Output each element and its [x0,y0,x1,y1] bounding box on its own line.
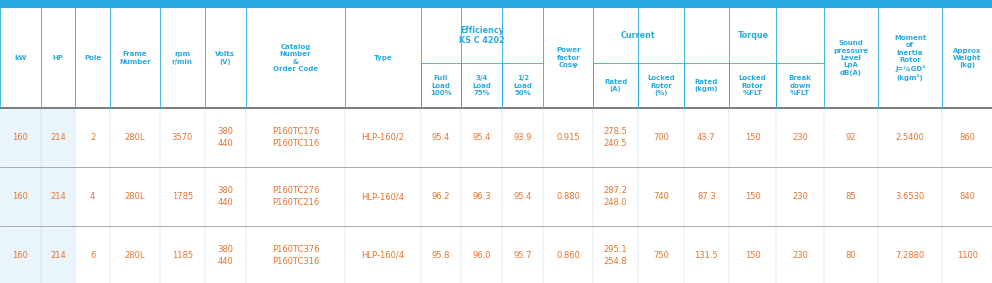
Text: Catalog
Number
&
Order Code: Catalog Number & Order Code [273,44,318,72]
Text: 840: 840 [959,192,975,201]
Text: 3/4
Load
75%: 3/4 Load 75% [472,75,491,96]
Text: HLP-160/4: HLP-160/4 [361,251,405,260]
Text: 230: 230 [793,192,808,201]
Text: Sound
pressure
Level
LpA
dB(A): Sound pressure Level LpA dB(A) [833,40,868,76]
Text: 80: 80 [845,251,856,260]
Text: Power
factor
Cosφ: Power factor Cosφ [556,48,580,68]
Text: 287.2
248.0: 287.2 248.0 [604,186,628,207]
Text: rpm
r/min: rpm r/min [172,51,192,65]
Text: 150: 150 [745,192,761,201]
Text: Rated
(kgm): Rated (kgm) [694,79,718,92]
Text: 160: 160 [13,192,29,201]
Text: Full
Load
100%: Full Load 100% [431,75,452,96]
Bar [0,167,75,226]
Text: 740: 740 [653,192,669,201]
Text: 700: 700 [653,133,669,142]
Text: Current: Current [621,31,656,40]
Text: 3570: 3570 [172,133,192,142]
Text: 96.3: 96.3 [472,192,491,201]
Bar [0,8,992,108]
Text: 860: 860 [959,133,975,142]
Text: 95.4: 95.4 [432,133,450,142]
Text: 96.2: 96.2 [432,192,450,201]
Text: 214: 214 [51,192,66,201]
Text: 6: 6 [90,251,95,260]
Text: 0.880: 0.880 [557,192,580,201]
Text: 1100: 1100 [956,251,978,260]
Text: 131.5: 131.5 [694,251,718,260]
Text: P160TC176
P160TC116: P160TC176 P160TC116 [272,127,319,147]
Text: 150: 150 [745,133,761,142]
Text: 85: 85 [845,192,856,201]
Text: Volts
(V): Volts (V) [215,51,235,65]
Text: 150: 150 [745,251,761,260]
Text: 43.7: 43.7 [697,133,715,142]
Text: 2.5400: 2.5400 [896,133,925,142]
Bar [0,226,75,283]
Text: P160TC276
P160TC216: P160TC276 P160TC216 [272,186,319,207]
Text: HLP-160/4: HLP-160/4 [361,192,405,201]
Text: 230: 230 [793,133,808,142]
Bar [0,108,75,167]
Text: Break
down
%FLT: Break down %FLT [789,75,811,96]
Text: 1785: 1785 [172,192,192,201]
Text: 160: 160 [13,133,29,142]
Text: 1185: 1185 [172,251,192,260]
Text: 92: 92 [845,133,856,142]
Text: 160: 160 [13,251,29,260]
Text: Locked
Rotor
(%): Locked Rotor (%) [647,75,675,96]
Text: 230: 230 [793,251,808,260]
Text: Moment
of
Inertia
Rotor
J=¼GD²
(kgm²): Moment of Inertia Rotor J=¼GD² (kgm²) [894,35,927,81]
Text: 380
440: 380 440 [217,186,233,207]
Text: 380
440: 380 440 [217,127,233,147]
Text: 280L: 280L [125,133,145,142]
Text: HP: HP [53,55,63,61]
Text: P160TC376
P160TC316: P160TC376 P160TC316 [272,245,319,265]
Text: 96.0: 96.0 [473,251,491,260]
Text: 2: 2 [90,133,95,142]
Text: 87.3: 87.3 [697,192,715,201]
Text: 4: 4 [90,192,95,201]
Text: 750: 750 [653,251,669,260]
Text: Efficiency
KS C 4202: Efficiency KS C 4202 [459,26,505,45]
Text: 280L: 280L [125,192,145,201]
Text: HLP-160/2: HLP-160/2 [361,133,405,142]
Text: 380
440: 380 440 [217,245,233,265]
Text: 7.2880: 7.2880 [896,251,925,260]
Text: 295.1
254.8: 295.1 254.8 [604,245,628,265]
Text: Frame
Number: Frame Number [119,51,151,65]
Text: 95.4: 95.4 [514,192,532,201]
Text: 93.9: 93.9 [514,133,532,142]
Text: 214: 214 [51,133,66,142]
Text: 95.4: 95.4 [473,133,491,142]
Text: Rated
(A): Rated (A) [604,79,627,92]
Text: 3.6530: 3.6530 [896,192,925,201]
Text: Type: Type [373,55,392,61]
Text: 1/2
Load
50%: 1/2 Load 50% [514,75,533,96]
Text: 214: 214 [51,251,66,260]
Text: 278.5
240.5: 278.5 240.5 [604,127,628,147]
Text: Locked
Rotor
%FLT: Locked Rotor %FLT [739,75,767,96]
Text: Torque: Torque [738,31,769,40]
Text: kW: kW [14,55,27,61]
Text: 280L: 280L [125,251,145,260]
Text: Pole: Pole [84,55,101,61]
Text: 0.860: 0.860 [557,251,580,260]
Text: Approx
Weight
(kg): Approx Weight (kg) [953,48,981,68]
Bar [0,0,992,8]
Text: 0.915: 0.915 [557,133,580,142]
Text: 95.7: 95.7 [514,251,532,260]
Text: 95.8: 95.8 [432,251,450,260]
